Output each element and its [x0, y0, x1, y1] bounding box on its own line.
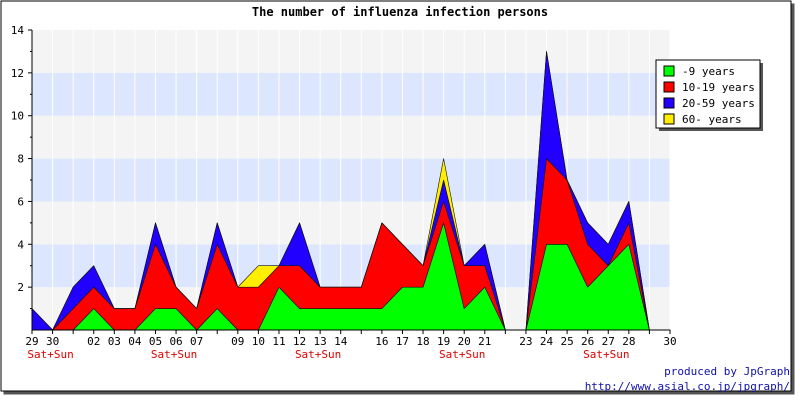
weekend-label: Sat+Sun	[295, 348, 341, 361]
x-tick-label: 12	[293, 335, 306, 348]
grid-band	[32, 72, 670, 116]
y-tick-label: 4	[17, 238, 24, 251]
credit-line: produced by JpGraph	[664, 365, 790, 378]
x-tick-label: 16	[375, 335, 388, 348]
x-tick-label: 21	[478, 335, 491, 348]
legend-swatch	[663, 65, 675, 77]
legend-swatch	[663, 113, 675, 125]
legend-swatch	[663, 81, 675, 93]
legend-swatch	[663, 97, 675, 109]
x-tick-label: 07	[190, 335, 203, 348]
legend: -9 years 10-19 years 20-59 years 60- years	[655, 59, 763, 131]
y-tick-label: 12	[11, 67, 24, 80]
x-tick-label: 26	[581, 335, 594, 348]
weekend-label: Sat+Sun	[439, 348, 485, 361]
x-tick-label: 20	[458, 335, 471, 348]
chart-title: The number of influenza infection person…	[252, 5, 548, 19]
legend-label: 10-19 years	[682, 81, 755, 94]
weekend-label: Sat+Sun	[583, 348, 629, 361]
grid-band	[32, 115, 670, 159]
y-tick-label: 6	[17, 195, 24, 208]
legend-label: 20-59 years	[682, 97, 755, 110]
x-tick-label: 30	[46, 335, 59, 348]
y-tick-label: 2	[17, 281, 24, 294]
x-tick-label: 06	[169, 335, 182, 348]
x-tick-label: 18	[416, 335, 429, 348]
x-tick-label: 11	[272, 335, 285, 348]
x-tick-labels: 29 30 02 03 04 05 06 07 09 10 11 12 13 14 16 17 18 19 20 21…	[25, 335, 676, 361]
x-tick-label: 10	[252, 335, 265, 348]
x-tick-label: 17	[396, 335, 409, 348]
x-tick-label: 14	[334, 335, 348, 348]
y-tick-label: 8	[17, 153, 24, 166]
weekend-label: Sat+Sun	[151, 348, 197, 361]
y-tick-label: 10	[11, 110, 24, 123]
legend-label: 60- years	[682, 113, 742, 126]
grid-band	[32, 30, 670, 73]
x-tick-label: 29	[25, 335, 38, 348]
legend-label: -9 years	[682, 65, 735, 78]
x-tick-label: 28	[622, 335, 635, 348]
x-tick-label: 05	[149, 335, 162, 348]
x-tick-label: 19	[437, 335, 450, 348]
x-tick-label: 30	[663, 335, 676, 348]
x-tick-label: 24	[540, 335, 554, 348]
x-tick-label: 09	[231, 335, 244, 348]
x-tick-label: 04	[128, 335, 142, 348]
axes	[28, 29, 671, 334]
x-tick-label: 02	[87, 335, 100, 348]
credit-url[interactable]: http://www.asial.co.jp/jpgraph/	[584, 380, 790, 393]
y-tick-label: 14	[11, 24, 25, 37]
y-tick-labels: 2 4 6 8 10 12 14	[11, 24, 25, 294]
x-tick-label: 03	[108, 335, 121, 348]
x-tick-label: 25	[560, 335, 573, 348]
x-tick-label: 23	[519, 335, 532, 348]
weekend-label: Sat+Sun	[27, 348, 73, 361]
x-tick-label: 27	[602, 335, 615, 348]
x-tick-label: 13	[314, 335, 327, 348]
